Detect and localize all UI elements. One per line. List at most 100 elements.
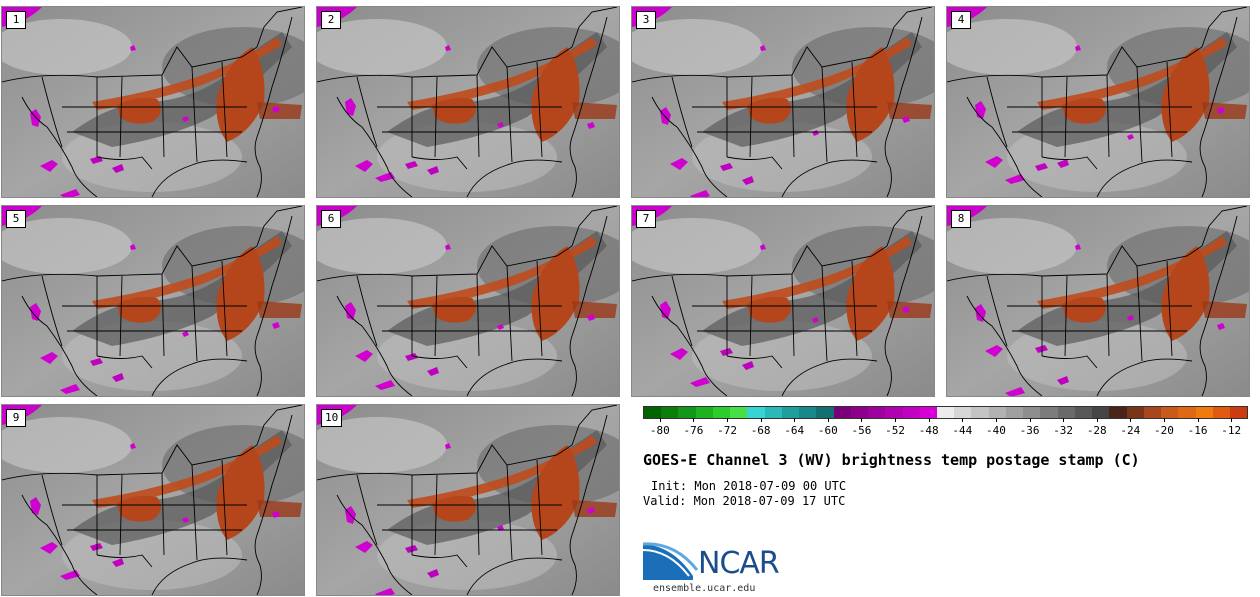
plot-title: GOES-E Channel 3 (WV) brightness temp po… <box>643 451 1140 469</box>
colorbar-tick-label: -48 <box>918 424 939 437</box>
colorbar-tick <box>727 418 729 422</box>
colorbar-tick-label: -76 <box>683 424 704 437</box>
panel-number-label: 8 <box>951 210 971 228</box>
colorbar-segment <box>678 407 696 418</box>
colorbar-segment <box>816 407 834 418</box>
wv-map-10 <box>317 405 619 595</box>
colorbar-tick-label: -56 <box>851 424 872 437</box>
colorbar-segment <box>781 407 800 418</box>
colorbar-tick <box>1096 418 1098 422</box>
colorbar-tick <box>995 418 997 422</box>
wv-map-8 <box>947 206 1249 396</box>
panel-number-label: 5 <box>6 210 26 228</box>
colorbar-tick <box>693 418 695 422</box>
colorbar-segment <box>1023 407 1041 418</box>
panel-number-label: 3 <box>636 11 656 29</box>
colorbar-segment <box>919 407 937 418</box>
colorbar-tick-label: -52 <box>885 424 906 437</box>
colorbar-segment <box>1143 407 1162 418</box>
colorbar-tick-label: -68 <box>750 424 771 437</box>
colorbar-segment <box>730 407 748 418</box>
colorbar-tick-label: -16 <box>1187 424 1208 437</box>
colorbar <box>643 406 1248 419</box>
panel-1: 1 <box>1 6 305 198</box>
colorbar-tick-label: -12 <box>1221 424 1242 437</box>
colorbar-tick-label: -40 <box>985 424 1006 437</box>
colorbar-segment <box>936 407 955 418</box>
panel-number-label: 9 <box>6 409 26 427</box>
init-time: Init: Mon 2018-07-09 00 UTC <box>651 479 847 493</box>
site-url: ensemble.ucar.edu <box>653 583 756 594</box>
panel-number-label: 7 <box>636 210 656 228</box>
wv-map-2 <box>317 7 619 197</box>
colorbar-segment <box>695 407 713 418</box>
wv-map-7 <box>632 206 934 396</box>
colorbar-tick-label: -36 <box>1019 424 1040 437</box>
colorbar-tick <box>1063 418 1065 422</box>
colorbar-tick <box>1231 418 1233 422</box>
colorbar-segment <box>1195 407 1213 418</box>
colorbar-segment <box>1229 407 1248 418</box>
colorbar-tick <box>1197 418 1199 422</box>
colorbar-segment <box>712 407 731 418</box>
colorbar-segment <box>764 407 782 418</box>
colorbar-tick-label: -20 <box>1154 424 1174 437</box>
wv-map-1 <box>2 7 304 197</box>
colorbar-segment <box>902 407 920 418</box>
wv-map-9 <box>2 405 304 595</box>
colorbar-segment <box>1057 407 1075 418</box>
panel-number-label: 6 <box>321 210 341 228</box>
colorbar-tick <box>861 418 863 422</box>
colorbar-segment <box>1092 407 1110 418</box>
ncar-logo-icon <box>643 542 699 580</box>
wv-map-6 <box>317 206 619 396</box>
colorbar-segment <box>850 407 869 418</box>
panel-number-label: 2 <box>321 11 341 29</box>
panel-9: 9 <box>1 404 305 596</box>
colorbar-tick-label: -24 <box>1120 424 1141 437</box>
valid-time: Valid: Mon 2018-07-09 17 UTC <box>643 494 846 508</box>
colorbar-tick <box>760 418 762 422</box>
colorbar-tick <box>827 418 829 422</box>
colorbar-segment <box>644 407 662 418</box>
colorbar-tick-label: -80 <box>649 424 670 437</box>
colorbar-tick-label: -60 <box>817 424 838 437</box>
wv-map-4 <box>947 7 1249 197</box>
panel-3: 3 <box>631 6 935 198</box>
colorbar-tick-label: -72 <box>717 424 737 437</box>
colorbar-segment <box>1178 407 1196 418</box>
panel-6: 6 <box>316 205 620 397</box>
panel-number-label: 4 <box>951 11 971 29</box>
wv-map-5 <box>2 206 304 396</box>
colorbar-tick-label: -44 <box>952 424 973 437</box>
colorbar-segment <box>1005 407 1024 418</box>
panel-5: 5 <box>1 205 305 397</box>
colorbar-segment <box>661 407 679 418</box>
colorbar-ticks: -80 -76 -72 -68 -64 -60 -56 -52 -48 -44 -40 -36 -32-… <box>643 418 1248 440</box>
colorbar-segment <box>868 407 886 418</box>
colorbar-segment <box>885 407 903 418</box>
panel-number-label: 1 <box>6 11 26 29</box>
colorbar-tick <box>659 418 661 422</box>
colorbar-tick <box>928 418 930 422</box>
colorbar-segment <box>1074 407 1093 418</box>
colorbar-tick-label: -64 <box>784 424 805 437</box>
colorbar-tick <box>962 418 964 422</box>
wv-map-3 <box>632 7 934 197</box>
colorbar-segment <box>971 407 989 418</box>
colorbar-segment <box>1109 407 1127 418</box>
panel-number-label: 10 <box>321 409 343 427</box>
panel-7: 7 <box>631 205 935 397</box>
colorbar-segment <box>954 407 972 418</box>
panel-2: 2 <box>316 6 620 198</box>
ncar-logo-text: NCAR <box>698 546 780 581</box>
panel-8: 8 <box>946 205 1250 397</box>
colorbar-segment <box>988 407 1006 418</box>
colorbar-segment <box>799 407 817 418</box>
colorbar-segment <box>833 407 851 418</box>
colorbar-tick <box>794 418 796 422</box>
colorbar-segment <box>1212 407 1230 418</box>
colorbar-segment <box>1040 407 1058 418</box>
colorbar-tick <box>1130 418 1132 422</box>
colorbar-tick <box>1163 418 1165 422</box>
